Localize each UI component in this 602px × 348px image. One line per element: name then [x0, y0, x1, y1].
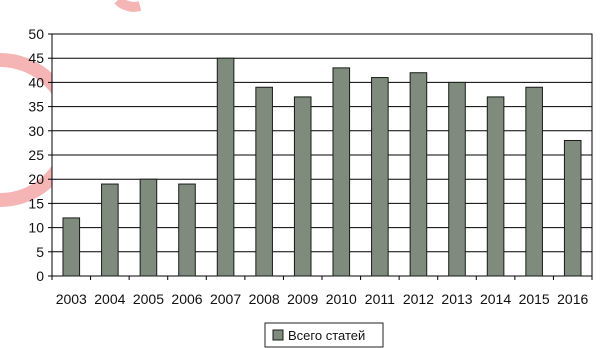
y-tick-label: 20	[28, 171, 44, 187]
bar-2010	[332, 67, 351, 277]
bar-2015	[525, 86, 543, 277]
x-tick-label: 2003	[56, 291, 87, 307]
y-tick-label: 50	[28, 26, 44, 42]
y-tick-label: 35	[28, 99, 44, 115]
legend-swatch	[272, 329, 284, 341]
y-axis-ticks: 0 5 10 15 20 25 30 35 40 45 50	[28, 26, 44, 284]
x-tick-label: 2013	[441, 291, 472, 307]
bar-2009	[293, 96, 312, 277]
bar-2007	[216, 57, 235, 277]
bar-2012	[409, 72, 428, 277]
bar-2005	[139, 178, 158, 277]
x-tick-label: 2010	[326, 291, 357, 307]
legend-box	[264, 322, 384, 348]
x-tick-label: 2012	[403, 291, 434, 307]
x-tick-label: 2014	[480, 291, 511, 307]
bar-2016	[563, 139, 582, 277]
bar-2013	[448, 81, 466, 277]
y-tick-label: 40	[28, 74, 44, 90]
bar-2011	[371, 77, 389, 277]
bar-2014	[486, 96, 505, 277]
plot-area	[48, 33, 593, 280]
x-tick-label: 2007	[210, 291, 241, 307]
x-tick-label: 2004	[94, 291, 125, 307]
bar-2006	[178, 183, 196, 277]
y-tick-label: 0	[36, 268, 44, 284]
bar-2003	[62, 217, 81, 277]
y-tick-label: 5	[36, 244, 44, 260]
x-tick-label: 2008	[249, 291, 280, 307]
x-tick-label: 2015	[519, 291, 550, 307]
bar-2004	[101, 183, 119, 277]
y-tick-label: 10	[28, 220, 44, 236]
x-tick-label: 2005	[133, 291, 164, 307]
x-tick-label: 2006	[171, 291, 202, 307]
decoration-mark-top	[114, 0, 142, 12]
x-tick-label: 2011	[365, 291, 395, 307]
x-tick-label: 2016	[557, 291, 588, 307]
legend-label: Всего статей	[288, 328, 365, 343]
y-tick-label: 45	[28, 50, 44, 66]
bar-2008	[255, 86, 273, 277]
y-tick-label: 25	[28, 147, 44, 163]
x-tick-label: 2009	[287, 291, 318, 307]
y-tick-label: 15	[28, 195, 44, 211]
legend: Всего статей	[264, 322, 384, 348]
x-axis-ticks: 2003 2004 2005 2006 2007 2008 2009 2010 2011 2012…	[56, 291, 589, 307]
y-tick-label: 30	[28, 123, 44, 139]
